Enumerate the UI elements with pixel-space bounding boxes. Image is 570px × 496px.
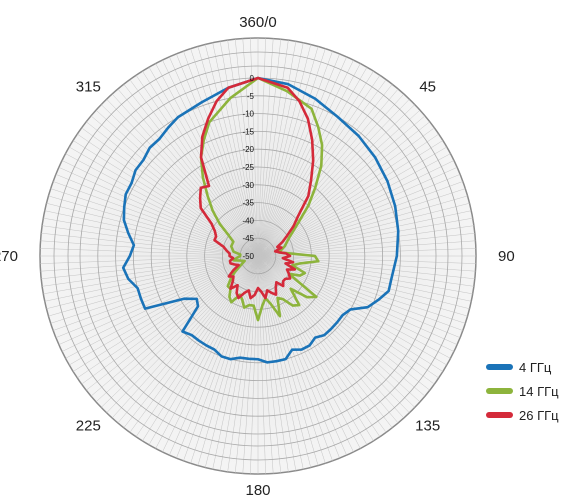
angular-grid bbox=[40, 38, 476, 474]
series-line-2 bbox=[198, 76, 315, 300]
legend-swatch-26ghz bbox=[486, 412, 513, 418]
radial-gridlines bbox=[53, 51, 463, 461]
radial-gridline bbox=[67, 65, 449, 447]
radial-gridline bbox=[53, 51, 463, 461]
angular-gridlines bbox=[40, 38, 476, 474]
legend-swatch-14ghz bbox=[486, 388, 513, 394]
legend-item-26ghz: 26 ГГц bbox=[486, 403, 570, 427]
legend-label-4ghz: 4 ГГц bbox=[519, 359, 552, 375]
legend: 4 ГГц 14 ГГц 26 ГГц bbox=[486, 355, 570, 427]
angle-label: 270 bbox=[0, 248, 18, 265]
legend-label-26ghz: 26 ГГц bbox=[519, 407, 559, 423]
radial-gridline bbox=[221, 219, 294, 292]
radial-tick-labels: 0 -5 -10 -15 -20 -25 -30 -35 -40 -45 -50 bbox=[242, 74, 254, 261]
radial-tick-label: -45 bbox=[242, 234, 254, 243]
radial-gridline bbox=[115, 113, 401, 399]
radial-gridline bbox=[186, 184, 330, 328]
radial-tick-label: -30 bbox=[242, 181, 254, 190]
series-line-1 bbox=[199, 76, 324, 322]
legend-item-4ghz: 4 ГГц bbox=[486, 355, 570, 379]
radial-gridline bbox=[168, 166, 348, 346]
radial-gridline bbox=[97, 95, 419, 417]
radial-tick-label: -10 bbox=[242, 110, 254, 119]
angle-label: 45 bbox=[419, 78, 436, 95]
radial-gridline bbox=[150, 148, 366, 364]
angle-label: 360/0 bbox=[239, 14, 277, 31]
radial-tick-label: -5 bbox=[247, 92, 255, 101]
angle-label: 90 bbox=[498, 248, 515, 265]
radial-tick-label: 0 bbox=[250, 74, 255, 83]
angle-label: 180 bbox=[245, 482, 270, 496]
series-lines bbox=[121, 76, 400, 364]
radial-tick-label: -35 bbox=[242, 199, 254, 208]
angle-label: 225 bbox=[76, 418, 101, 435]
radial-tick-label: -40 bbox=[242, 216, 254, 225]
legend-item-14ghz: 14 ГГц bbox=[486, 379, 570, 403]
radial-tick-label: -25 bbox=[242, 163, 254, 172]
radial-tick-label: -50 bbox=[242, 252, 254, 261]
radial-tick-label: -15 bbox=[242, 127, 254, 136]
angle-label: 135 bbox=[415, 418, 440, 435]
series-line-0 bbox=[121, 76, 400, 364]
angle-label: 315 bbox=[76, 78, 101, 95]
radial-gridline bbox=[132, 130, 383, 381]
radial-tick-label: -20 bbox=[242, 145, 254, 154]
angle-labels: 360/0 45 90 135 180 225 270 315 bbox=[0, 14, 515, 496]
legend-label-14ghz: 14 ГГц bbox=[519, 383, 559, 399]
legend-swatch-4ghz bbox=[486, 364, 513, 370]
